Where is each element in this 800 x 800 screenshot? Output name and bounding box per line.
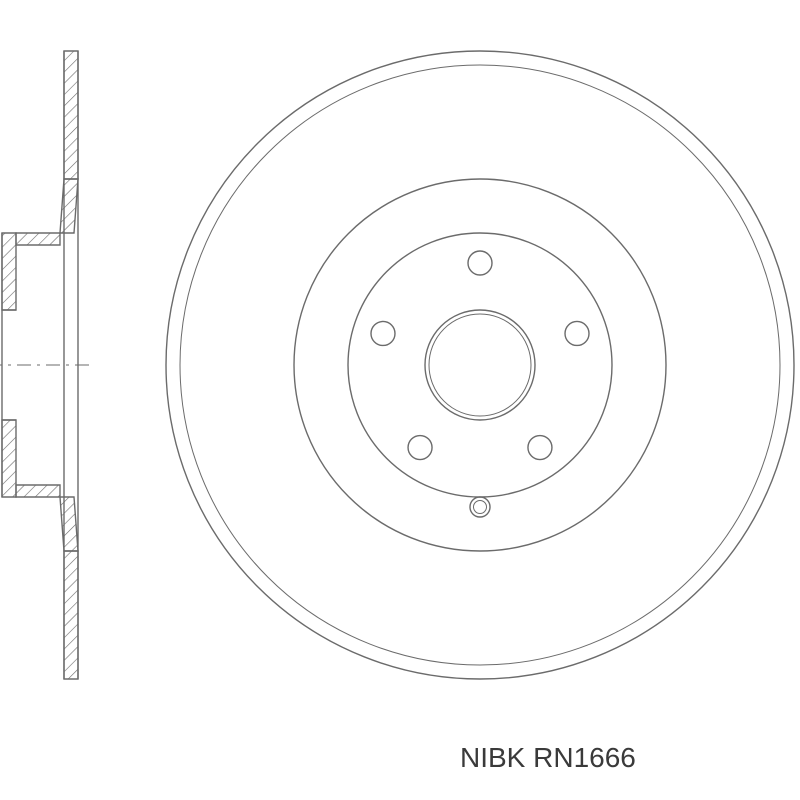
brand-text: NIBK [460,742,525,773]
part-label: NIBK RN1666 [460,742,636,774]
diagram-container: NIBK RN1666 [0,0,800,800]
part-number-text: RN1666 [533,742,636,773]
brake-disc-diagram [0,0,800,800]
